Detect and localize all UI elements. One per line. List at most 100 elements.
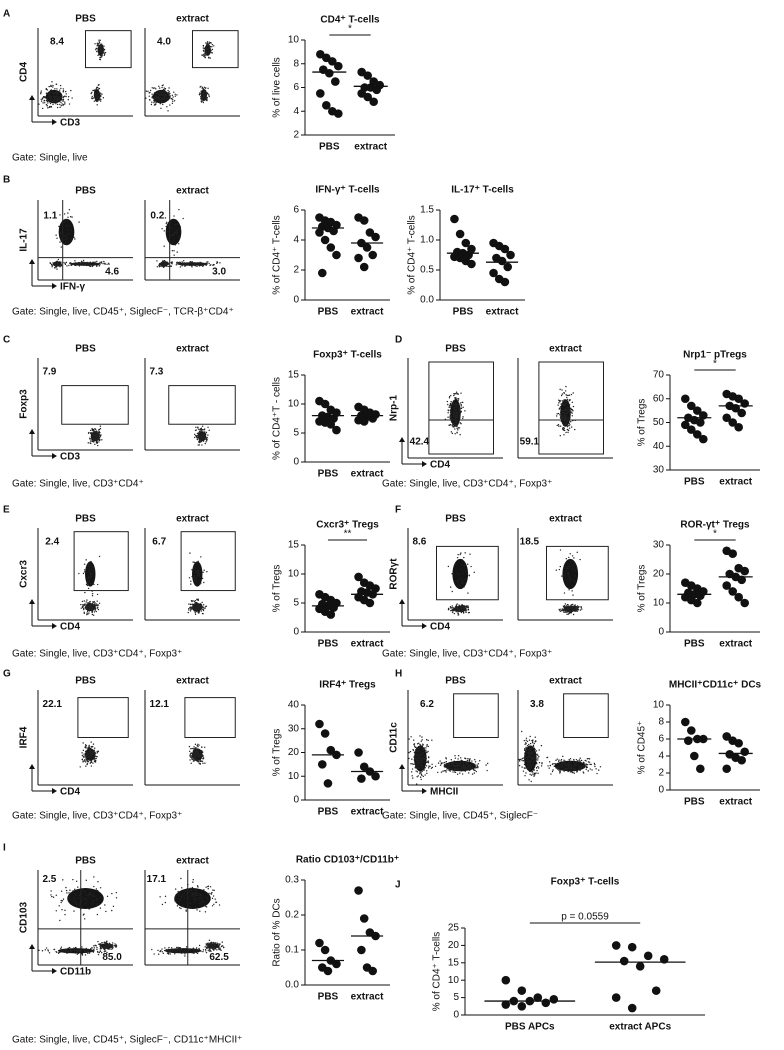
cell-event <box>84 759 85 760</box>
cell-event <box>202 87 203 88</box>
cell-event <box>88 563 89 564</box>
flow-arrow-head <box>29 599 35 604</box>
cell-event <box>90 261 91 262</box>
cell-event <box>564 410 565 411</box>
cell-event <box>569 399 570 400</box>
cell-event <box>116 945 117 946</box>
cell-event <box>556 570 557 571</box>
cell-event <box>196 602 197 603</box>
cell-event <box>93 97 94 98</box>
cell-event <box>418 753 419 754</box>
cell-event <box>55 234 56 235</box>
gate-percent: 7.3 <box>149 366 163 377</box>
cell-event <box>204 437 205 438</box>
cell-event <box>199 755 200 756</box>
cell-event <box>530 747 531 748</box>
x-tick-label: PBS <box>453 307 474 318</box>
cell-event <box>92 593 93 594</box>
cell-event <box>88 578 89 579</box>
cell-event <box>531 775 532 776</box>
cell-event <box>201 444 202 445</box>
cell-event <box>532 764 533 765</box>
cell-event <box>564 575 565 576</box>
panel-letter: C <box>3 335 10 346</box>
cell-event <box>530 757 531 758</box>
data-point <box>503 263 512 272</box>
cell-event <box>197 885 198 886</box>
cell-event <box>192 893 193 894</box>
cell-event <box>49 106 50 107</box>
cell-event <box>562 405 563 406</box>
cell-event <box>450 409 451 410</box>
cell-event <box>159 100 160 101</box>
cell-event <box>75 262 76 263</box>
cell-event <box>59 241 60 242</box>
cell-event <box>86 747 87 748</box>
y-axis-label: Ratio of % DCs <box>272 898 283 966</box>
cell-event <box>451 418 452 419</box>
cell-event <box>421 739 422 740</box>
cell-event <box>192 950 193 951</box>
cell-event <box>204 91 205 92</box>
cell-event <box>567 399 568 400</box>
cell-event <box>205 441 206 442</box>
cell-event <box>562 756 563 757</box>
cell-event <box>564 401 565 402</box>
chart-title: MHCII⁺CD11c⁺ DCs <box>669 680 762 691</box>
data-point <box>325 69 334 78</box>
cell-event <box>97 600 98 601</box>
cell-event <box>51 266 52 267</box>
cell-event <box>567 429 568 430</box>
cell-event <box>529 769 530 770</box>
cell-event <box>166 106 167 107</box>
gate <box>78 698 128 738</box>
cell-event <box>578 606 579 607</box>
cell-event <box>165 265 166 266</box>
cell-event <box>565 394 566 395</box>
cell-event <box>178 262 179 263</box>
cell-event <box>90 893 91 894</box>
cell-event <box>196 948 197 949</box>
cell-event <box>197 599 198 600</box>
data-point <box>324 967 333 976</box>
cell-event <box>570 605 571 606</box>
cell-event <box>534 773 535 774</box>
cell-event <box>199 945 200 946</box>
cell-event <box>173 92 174 93</box>
cell-event <box>527 761 528 762</box>
cell-event <box>420 777 421 778</box>
cell-event <box>47 102 48 103</box>
cell-event <box>167 266 168 267</box>
cell-event <box>563 413 564 414</box>
cell-event <box>455 411 456 412</box>
data-point <box>734 423 743 432</box>
cell-event <box>191 608 192 609</box>
cell-event <box>464 606 465 607</box>
cell-event <box>166 222 167 223</box>
cell-event <box>91 441 92 442</box>
cell-event <box>196 950 197 951</box>
cell-event <box>200 556 201 557</box>
cell-event <box>206 571 207 572</box>
data-point <box>318 269 327 278</box>
cell-event <box>202 951 203 952</box>
cell-event <box>88 755 89 756</box>
cell-event <box>93 584 94 585</box>
cell-event <box>171 265 172 266</box>
flow-arrow-head <box>422 461 427 467</box>
cell-event <box>423 769 424 770</box>
cell-event <box>100 428 101 429</box>
cell-event <box>569 412 570 413</box>
cell-event <box>528 767 529 768</box>
cell-event <box>97 50 98 51</box>
cell-event <box>96 48 97 49</box>
cell-event <box>98 434 99 435</box>
cell-event <box>98 264 99 265</box>
cell-density <box>562 559 578 589</box>
cell-event <box>424 759 425 760</box>
cell-event <box>62 900 63 901</box>
cell-event <box>476 766 477 767</box>
cell-event <box>459 415 460 416</box>
panel-letter: B <box>3 175 10 186</box>
cell-event <box>103 50 104 51</box>
